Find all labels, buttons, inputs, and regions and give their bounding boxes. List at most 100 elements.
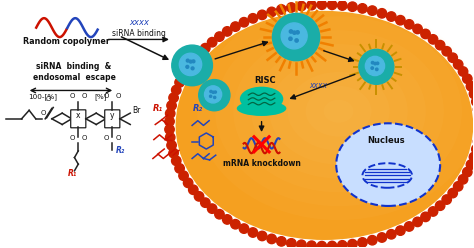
Circle shape [442, 195, 451, 204]
Circle shape [448, 188, 457, 198]
Circle shape [289, 37, 292, 40]
Circle shape [293, 31, 296, 34]
Circle shape [436, 40, 445, 50]
Circle shape [175, 78, 184, 87]
Text: x: x [76, 111, 81, 120]
Text: siRNA  binding  &: siRNA binding & [36, 62, 112, 71]
Circle shape [473, 137, 474, 146]
Circle shape [413, 24, 422, 34]
Circle shape [267, 7, 276, 17]
Circle shape [428, 35, 438, 44]
Circle shape [179, 171, 188, 181]
Circle shape [277, 5, 286, 14]
Circle shape [442, 47, 451, 56]
Circle shape [201, 43, 210, 53]
Circle shape [295, 39, 298, 42]
Circle shape [367, 236, 377, 245]
Circle shape [289, 30, 292, 33]
Circle shape [358, 4, 367, 13]
Text: O: O [70, 93, 75, 99]
Circle shape [248, 228, 258, 237]
FancyBboxPatch shape [71, 110, 86, 128]
Text: [%]: [%] [95, 93, 107, 100]
Circle shape [448, 53, 457, 62]
Text: O: O [115, 93, 121, 99]
Text: O: O [81, 135, 87, 141]
Circle shape [358, 238, 367, 247]
Circle shape [214, 91, 217, 93]
Text: y: y [110, 111, 115, 120]
Circle shape [377, 233, 387, 242]
Circle shape [208, 37, 217, 47]
Ellipse shape [336, 123, 440, 206]
Circle shape [201, 198, 210, 207]
Circle shape [367, 6, 377, 15]
Circle shape [328, 0, 337, 10]
Text: endosomal  escape: endosomal escape [33, 73, 116, 82]
Circle shape [194, 192, 204, 201]
Circle shape [466, 82, 474, 91]
FancyBboxPatch shape [105, 110, 120, 128]
Text: O: O [70, 135, 75, 141]
Circle shape [186, 59, 189, 62]
Circle shape [208, 204, 217, 213]
Circle shape [165, 109, 175, 118]
Circle shape [371, 67, 374, 69]
Circle shape [257, 231, 267, 241]
Circle shape [348, 239, 357, 248]
Circle shape [466, 160, 474, 169]
Circle shape [239, 224, 249, 233]
Circle shape [194, 50, 204, 59]
Text: R₁: R₁ [68, 169, 77, 179]
Circle shape [172, 85, 181, 95]
Circle shape [287, 3, 296, 12]
Circle shape [469, 152, 474, 162]
Circle shape [348, 2, 357, 11]
Text: RISC: RISC [255, 76, 276, 85]
Text: R₂: R₂ [193, 104, 203, 113]
Circle shape [404, 20, 414, 29]
Text: mRNA knockdown: mRNA knockdown [223, 159, 301, 168]
Circle shape [421, 212, 430, 222]
Circle shape [297, 240, 306, 248]
Circle shape [189, 56, 198, 66]
Circle shape [239, 18, 249, 27]
Circle shape [165, 133, 175, 142]
Circle shape [371, 62, 374, 64]
Circle shape [172, 45, 212, 86]
Circle shape [179, 70, 188, 80]
Circle shape [189, 60, 192, 63]
Circle shape [387, 12, 396, 21]
Circle shape [277, 237, 286, 246]
Circle shape [165, 117, 174, 126]
Circle shape [387, 230, 396, 239]
Circle shape [175, 164, 184, 173]
Circle shape [317, 241, 327, 248]
Text: O: O [115, 135, 121, 141]
Circle shape [337, 1, 347, 10]
Text: Nucleus: Nucleus [367, 136, 405, 145]
Text: O: O [104, 93, 109, 99]
Circle shape [165, 125, 174, 134]
Circle shape [337, 241, 347, 248]
Circle shape [273, 13, 319, 61]
Circle shape [183, 178, 193, 187]
Circle shape [231, 22, 240, 31]
Circle shape [458, 175, 468, 184]
Circle shape [183, 63, 193, 73]
Circle shape [296, 31, 299, 34]
Circle shape [436, 201, 445, 210]
Circle shape [214, 96, 216, 98]
Circle shape [257, 10, 267, 20]
Ellipse shape [175, 11, 473, 240]
Circle shape [307, 241, 316, 248]
Circle shape [377, 9, 387, 18]
Circle shape [404, 222, 414, 231]
Circle shape [421, 29, 430, 39]
Circle shape [413, 217, 422, 227]
Text: Random copolymer: Random copolymer [23, 37, 109, 46]
Ellipse shape [237, 101, 286, 116]
Circle shape [179, 53, 201, 76]
Circle shape [396, 226, 405, 235]
Circle shape [267, 234, 276, 244]
